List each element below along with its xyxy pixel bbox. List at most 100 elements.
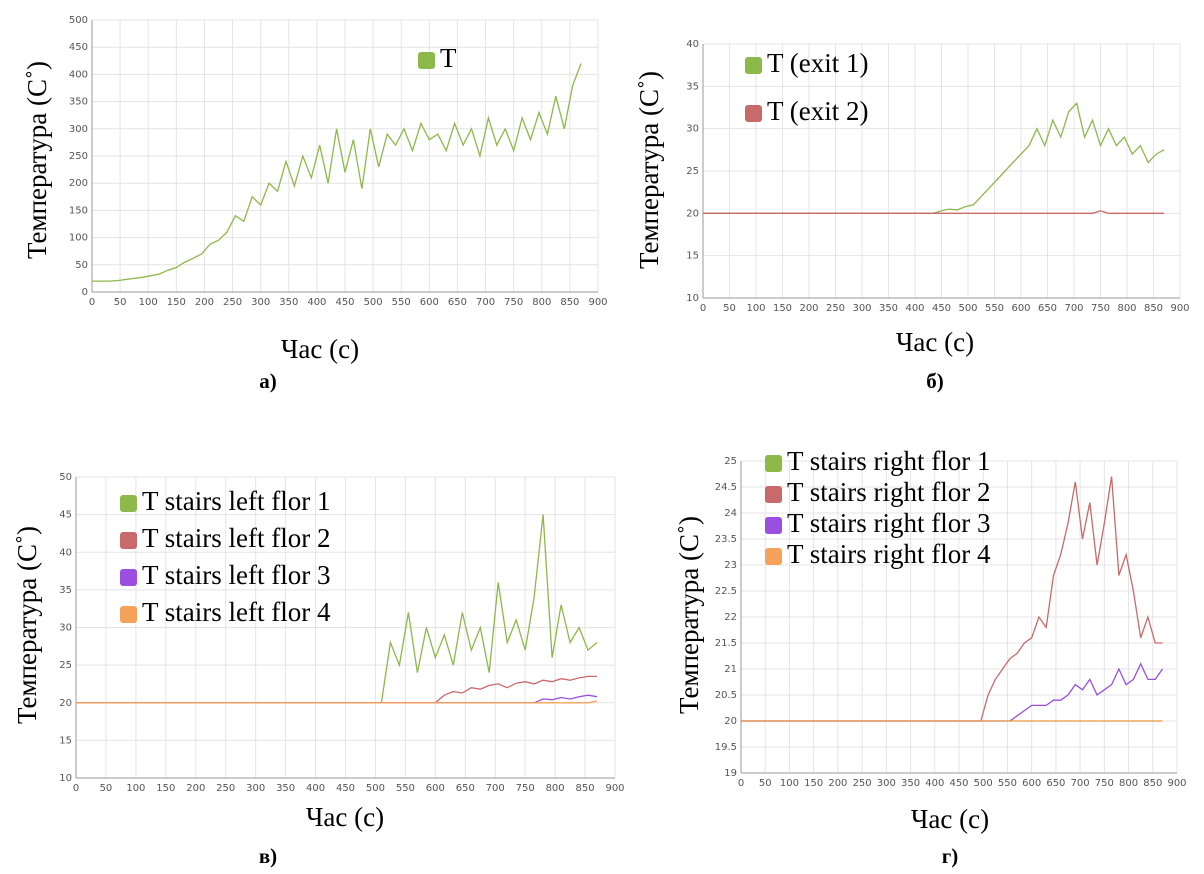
x-tick-label: 900 [588, 297, 607, 308]
y-tick-label: 22 [724, 612, 737, 623]
x-tick-label: 400 [905, 303, 924, 314]
y-axis-label: Температура (C˚) [674, 516, 704, 714]
y-tick-label: 40 [686, 39, 699, 50]
x-tick-label: 500 [958, 303, 977, 314]
y-tick-label: 45 [59, 510, 72, 521]
y-tick-label: 24.5 [715, 482, 737, 493]
x-tick-label: 150 [773, 303, 792, 314]
legend-swatch [120, 495, 137, 512]
legend-label: T stairs left flor 1 [142, 486, 330, 516]
x-tick-label: 200 [195, 297, 214, 308]
series-line [92, 63, 582, 282]
x-tick-label: 850 [1143, 778, 1162, 789]
legend-label: T stairs right flor 3 [787, 508, 990, 538]
x-tick-label: 150 [167, 297, 186, 308]
x-tick-label: 500 [366, 783, 385, 794]
y-tick-label: 10 [686, 293, 699, 304]
x-tick-label: 500 [974, 778, 993, 789]
series-line [76, 700, 598, 704]
y-tick-label: 400 [69, 69, 88, 80]
x-tick-label: 150 [156, 783, 175, 794]
x-tick-label: 300 [877, 778, 896, 789]
y-axis-label: Температура (C˚) [12, 526, 42, 724]
x-tick-label: 400 [307, 297, 326, 308]
y-tick-label: 150 [69, 205, 88, 216]
legend-label: T stairs right flor 4 [787, 539, 991, 569]
x-tick-label: 50 [100, 783, 113, 794]
x-tick-label: 550 [998, 778, 1017, 789]
x-tick-label: 750 [1095, 778, 1114, 789]
x-tick-label: 350 [879, 303, 898, 314]
caption: в) [259, 844, 277, 868]
y-tick-label: 21.5 [715, 638, 737, 649]
x-tick-label: 850 [560, 297, 579, 308]
x-tick-label: 550 [392, 297, 411, 308]
x-tick-label: 700 [1064, 303, 1083, 314]
y-tick-label: 500 [69, 15, 88, 26]
y-tick-label: 35 [686, 81, 699, 92]
x-axis-label: Час (с) [911, 804, 989, 834]
x-tick-label: 300 [251, 297, 270, 308]
y-tick-label: 22.5 [715, 586, 737, 597]
legend-label: T stairs left flor 4 [142, 597, 331, 627]
legend-swatch [120, 532, 137, 549]
x-tick-label: 200 [828, 778, 847, 789]
caption: г) [942, 844, 959, 868]
x-tick-label: 450 [336, 783, 355, 794]
y-tick-label: 50 [75, 260, 88, 271]
y-axis-label: Температура (C˚) [634, 71, 664, 269]
x-tick-label: 700 [486, 783, 505, 794]
y-tick-label: 25 [724, 456, 737, 467]
x-tick-label: 700 [1071, 778, 1090, 789]
x-tick-label: 400 [925, 778, 944, 789]
x-tick-label: 800 [532, 297, 551, 308]
x-tick-label: 600 [1011, 303, 1030, 314]
x-tick-label: 300 [246, 783, 265, 794]
x-tick-label: 650 [1038, 303, 1057, 314]
y-tick-label: 20 [59, 698, 72, 709]
x-tick-label: 350 [276, 783, 295, 794]
y-tick-label: 50 [59, 472, 72, 483]
x-tick-label: 850 [576, 783, 595, 794]
y-tick-label: 450 [69, 42, 88, 53]
y-tick-label: 350 [69, 97, 88, 108]
x-tick-label: 200 [799, 303, 818, 314]
x-tick-label: 250 [216, 783, 235, 794]
legend-label: T stairs right flor 1 [787, 446, 990, 476]
x-tick-label: 800 [1117, 303, 1136, 314]
y-tick-label: 23 [724, 560, 737, 571]
legend-label: T (exit 1) [767, 48, 868, 78]
y-tick-label: 19 [724, 768, 737, 779]
x-tick-label: 100 [746, 303, 765, 314]
series-line [76, 694, 598, 704]
legend-label: T (exit 2) [767, 96, 868, 126]
y-tick-label: 25 [59, 660, 72, 671]
y-tick-label: 40 [59, 547, 72, 558]
x-axis-label: Час (с) [306, 802, 384, 832]
y-tick-label: 25 [686, 166, 699, 177]
x-axis-label: Час (с) [281, 334, 359, 364]
x-tick-label: 900 [1170, 303, 1189, 314]
x-tick-label: 200 [186, 783, 205, 794]
legend-swatch [765, 455, 782, 472]
x-tick-label: 350 [901, 778, 920, 789]
y-tick-label: 21 [724, 664, 737, 675]
legend-label: T stairs right flor 2 [787, 477, 990, 507]
y-tick-label: 35 [59, 585, 72, 596]
x-tick-label: 300 [852, 303, 871, 314]
legend-swatch [120, 606, 137, 623]
x-tick-label: 250 [853, 778, 872, 789]
y-tick-label: 0 [82, 287, 88, 298]
legend-swatch [120, 569, 137, 586]
x-tick-label: 450 [932, 303, 951, 314]
x-tick-label: 800 [546, 783, 565, 794]
y-tick-label: 20.5 [715, 690, 737, 701]
x-axis-label: Час (с) [896, 327, 974, 357]
x-tick-label: 50 [114, 297, 127, 308]
y-tick-label: 100 [69, 233, 88, 244]
x-tick-label: 0 [700, 303, 706, 314]
x-tick-label: 0 [73, 783, 79, 794]
y-axis-label: Температура (C˚) [22, 61, 52, 259]
x-tick-label: 650 [456, 783, 475, 794]
x-tick-label: 500 [364, 297, 383, 308]
